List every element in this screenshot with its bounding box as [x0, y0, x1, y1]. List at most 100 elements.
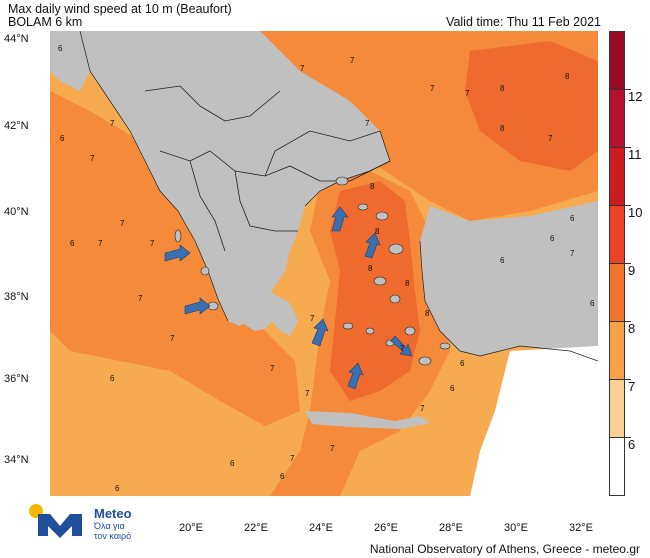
blacksea-bf8-area	[465, 41, 598, 171]
colorbar-tick	[609, 89, 631, 90]
svg-text:6: 6	[550, 234, 555, 243]
colorbar-seg-13	[610, 32, 624, 90]
colorbar-seg-8	[610, 322, 624, 380]
svg-text:8: 8	[500, 84, 505, 93]
colorbar-label-8: 8	[628, 321, 636, 336]
svg-text:7: 7	[138, 294, 143, 303]
svg-text:7: 7	[305, 389, 310, 398]
beaufort-labels: 676 776 7 77 766 677 777 888 766 676 888 …	[58, 44, 595, 493]
lon-label-28: 28°E	[439, 522, 463, 534]
anatolia-land	[420, 201, 598, 361]
svg-text:6: 6	[570, 214, 575, 223]
lat-label-36: 36°N	[4, 373, 29, 385]
logo-tagline-1: Όλα για	[94, 521, 125, 531]
colorbar-seg-11	[610, 148, 624, 206]
svg-text:7: 7	[90, 154, 95, 163]
south-sea-bf6	[350, 431, 480, 496]
meteo-logo	[29, 504, 82, 538]
svg-text:6: 6	[500, 256, 505, 265]
lon-label-26: 26°E	[374, 522, 398, 534]
peloponnese-land	[225, 286, 298, 336]
svg-text:7: 7	[400, 344, 405, 353]
lat-label-44: 44°N	[4, 33, 29, 45]
colorbar-tick	[609, 147, 631, 148]
svg-text:6: 6	[70, 239, 75, 248]
colorbar-tick	[609, 321, 631, 322]
colorbar-tick	[609, 379, 631, 380]
svg-text:6: 6	[58, 44, 63, 53]
colorbar-label-6: 6	[628, 437, 636, 452]
svg-text:8: 8	[370, 182, 375, 191]
svg-text:7: 7	[150, 239, 155, 248]
svg-text:7: 7	[300, 64, 305, 73]
svg-text:7: 7	[170, 334, 175, 343]
svg-text:6: 6	[60, 134, 65, 143]
svg-text:8: 8	[405, 279, 410, 288]
arrow-icon	[184, 297, 211, 315]
svg-text:8: 8	[425, 309, 430, 318]
colorbar-tick	[609, 437, 631, 438]
svg-text:6: 6	[115, 484, 120, 493]
svg-text:7: 7	[310, 314, 315, 323]
aegean-islands	[335, 176, 451, 366]
svg-text:8: 8	[565, 72, 570, 81]
colorbar-tick	[609, 263, 631, 264]
colorbar-label-10: 10	[628, 205, 643, 220]
colorbar-seg-7	[610, 380, 624, 438]
valid-time: Valid time: Thu 11 Feb 2021	[446, 15, 601, 29]
footer-credit: National Observatory of Athens, Greece -…	[369, 542, 640, 556]
svg-text:6: 6	[110, 374, 115, 383]
colorbar-seg-10	[610, 206, 624, 264]
colorbar-label-9: 9	[628, 263, 636, 278]
svg-text:6: 6	[460, 359, 465, 368]
svg-text:7: 7	[290, 454, 295, 463]
svg-text:8: 8	[500, 124, 505, 133]
italy-land	[50, 31, 90, 91]
svg-text:8: 8	[375, 227, 380, 236]
wind-arrows	[164, 206, 413, 390]
colorbar-label-7: 7	[628, 379, 636, 394]
lat-label-40: 40°N	[4, 206, 29, 218]
svg-text:7: 7	[365, 119, 370, 128]
colorbar-seg-9	[610, 264, 624, 322]
svg-text:7: 7	[548, 134, 553, 143]
logo-name: Meteo	[94, 506, 132, 521]
arrow-icon	[390, 335, 413, 357]
svg-text:7: 7	[98, 239, 103, 248]
coastlines	[79, 31, 598, 362]
ionian-islands	[174, 229, 219, 311]
map-title: Max daily wind speed at 10 m (Beaufort)	[8, 2, 232, 16]
lat-label-34: 34°N	[4, 454, 29, 466]
lat-label-42: 42°N	[4, 120, 29, 132]
colorbar-seg-6	[610, 438, 624, 495]
svg-text:7: 7	[120, 219, 125, 228]
lon-label-20: 20°E	[179, 522, 203, 534]
svg-text:8: 8	[368, 264, 373, 273]
svg-text:6: 6	[450, 384, 455, 393]
colorbar-label-11: 11	[628, 147, 642, 162]
arrow-icon	[331, 206, 349, 232]
svg-text:7: 7	[465, 89, 470, 98]
lat-label-38: 38°N	[4, 291, 29, 303]
svg-text:6: 6	[590, 299, 595, 308]
logo-tagline-2: τον καιρό	[94, 531, 132, 541]
lon-label-22: 22°E	[244, 522, 268, 534]
arrow-icon	[347, 362, 364, 390]
svg-text:6: 6	[230, 459, 235, 468]
arrow-icon	[364, 232, 381, 259]
svg-text:7: 7	[330, 444, 335, 453]
svg-text:7: 7	[270, 364, 275, 373]
arrow-icon	[164, 244, 191, 262]
wind-map: 676 776 7 77 766 677 777 888 766 676 888 …	[50, 31, 598, 496]
colorbar-seg-12	[610, 90, 624, 148]
svg-text:7: 7	[570, 249, 575, 258]
svg-text:6: 6	[280, 472, 285, 481]
colorbar-tick	[609, 205, 631, 206]
balkans-land	[80, 31, 390, 326]
lon-label-32: 32°E	[569, 522, 593, 534]
colorbar-label-12: 12	[628, 89, 643, 104]
africa-white-area	[470, 346, 598, 496]
crete-island	[305, 411, 430, 429]
model-label: BOLAM 6 km	[8, 15, 83, 29]
svg-text:7: 7	[110, 119, 115, 128]
